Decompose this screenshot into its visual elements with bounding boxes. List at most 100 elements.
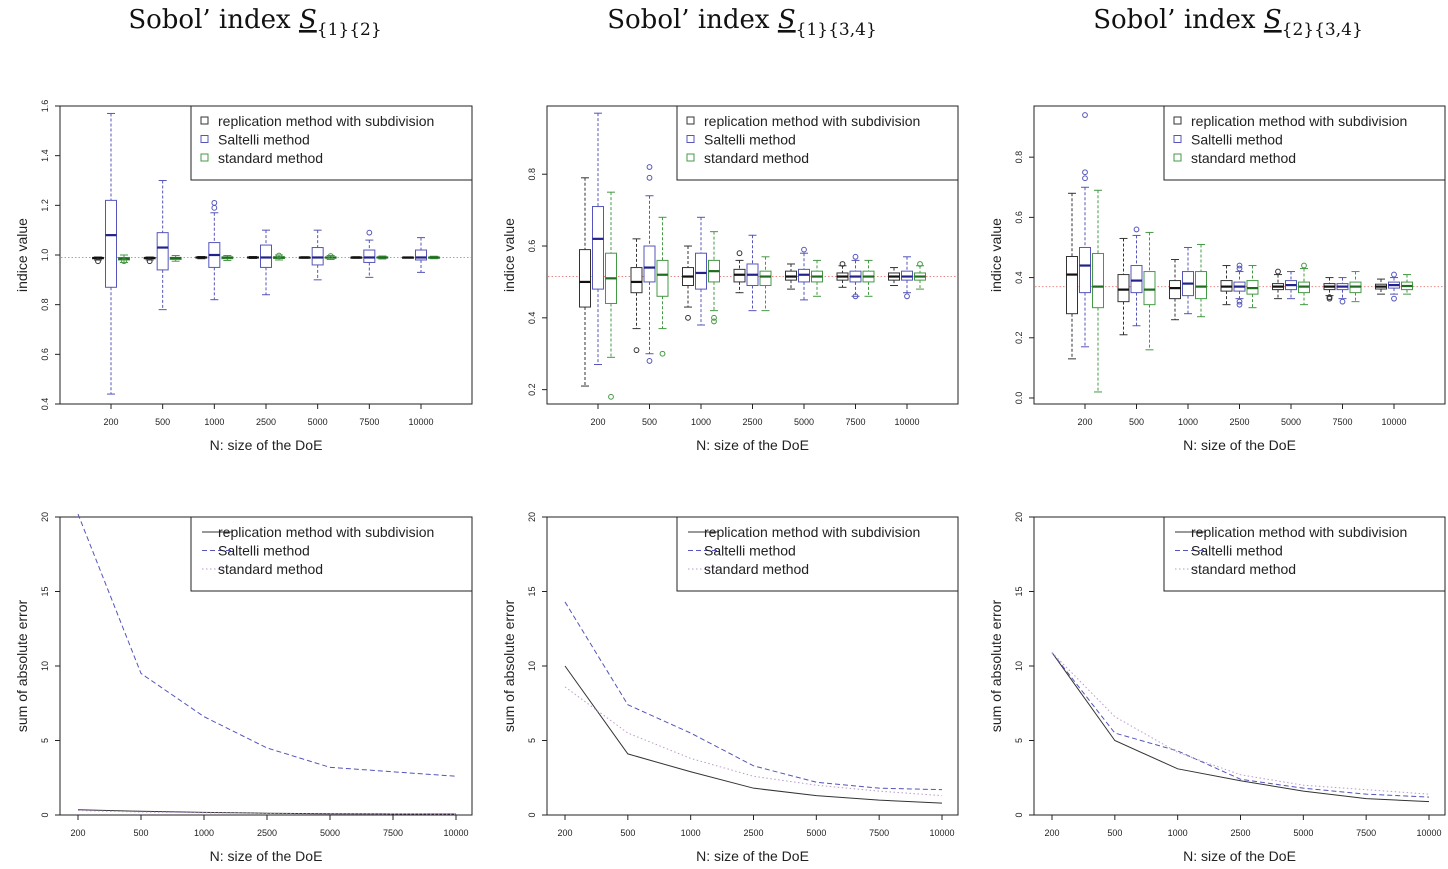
box-iqr: [759, 270, 772, 287]
title-prefix: Sobol’ index: [607, 5, 778, 35]
column-title-3: Sobol’ index S{2}{3,4}: [1093, 5, 1363, 40]
x-tick-label: 500: [155, 417, 170, 427]
legend-swatch: [1173, 135, 1182, 143]
y-axis-label: sum of absolute error: [988, 600, 1004, 733]
box-saltelli-1000: [208, 199, 221, 301]
legend-swatch: [686, 116, 695, 125]
outlier-point: [1391, 271, 1397, 278]
box-saltelli-10000: [1388, 271, 1400, 302]
box-saltelli-1000: [1182, 246, 1194, 315]
outlier-point: [1236, 265, 1243, 272]
y-tick-label: 0.8: [40, 298, 50, 311]
box-iqr: [105, 199, 117, 288]
box-iqr: [363, 249, 376, 263]
box-replication-500: [143, 256, 156, 265]
outlier-point: [1391, 295, 1397, 302]
y-tick-label: 0: [40, 812, 50, 817]
legend: replication method with subdivision Salte…: [1163, 516, 1446, 592]
legend-label: Saltelli method: [704, 132, 796, 148]
box-saltelli-7500: [1336, 277, 1349, 305]
y-tick-label: 10: [1014, 661, 1024, 671]
y-tick-label: 20: [40, 512, 50, 522]
line-series-saltelli: [564, 601, 943, 791]
box-replication-1000: [195, 255, 208, 260]
x-tick-label: 500: [133, 828, 148, 838]
x-tick-label: 2500: [256, 417, 276, 427]
x-axis-label: N: size of the DoE: [696, 437, 809, 453]
x-tick-label: 5000: [1281, 417, 1301, 427]
box-standard-5000: [324, 253, 337, 260]
outlier-point: [211, 204, 218, 211]
box-saltelli-5000: [798, 246, 810, 301]
box-standard-200: [1092, 189, 1104, 393]
column-titles: Sobol’ index S{1}{2} Sobol’ index S{1}{3,…: [128, 5, 1362, 40]
legend: replication method with subdivision Salte…: [1163, 105, 1446, 181]
y-tick-label: 15: [1014, 586, 1024, 596]
x-axis-label: N: size of the DoE: [1183, 437, 1296, 453]
box-iqr: [1169, 280, 1181, 300]
y-tick-label: 1.6: [40, 100, 50, 113]
box-saltelli-2500: [260, 229, 272, 296]
outlier-point: [1082, 112, 1088, 118]
box-replication-200: [92, 256, 104, 265]
legend: replication method with subdivision Salte…: [190, 105, 473, 181]
x-tick-label: 7500: [1356, 828, 1376, 838]
box-iqr: [260, 244, 272, 268]
outlier-point: [1236, 298, 1243, 305]
legend-label: Saltelli method: [218, 132, 310, 148]
box-series-standard: [1092, 189, 1413, 393]
legend-swatch: [200, 116, 209, 125]
box-standard-7500: [376, 255, 389, 260]
box-replication-10000: [1375, 278, 1387, 295]
x-tick-label: 7500: [869, 828, 889, 838]
x-tick-label: 5000: [794, 417, 814, 427]
legend: replication method with subdivision Salte…: [676, 105, 959, 181]
legend-label: standard method: [1191, 150, 1296, 166]
line-series-replication: [1051, 652, 1430, 803]
box-standard-2500: [273, 252, 285, 261]
outlier-point: [736, 250, 743, 257]
outlier-point: [1301, 262, 1307, 269]
title-prefix: Sobol’ index: [1093, 5, 1264, 35]
legend-swatch: [686, 153, 695, 162]
box-standard-10000: [428, 255, 440, 260]
outlier-point: [646, 358, 653, 364]
legend-swatch: [686, 135, 695, 143]
outlier-point: [1236, 262, 1243, 269]
x-tick-label: 10000: [443, 828, 468, 838]
x-tick-label: 2500: [742, 417, 762, 427]
y-tick-label: 0.8: [527, 168, 537, 181]
box-iqr: [415, 249, 427, 261]
x-tick-label: 5000: [806, 828, 826, 838]
outlier-point: [685, 314, 691, 321]
y-axis-label: indice value: [988, 218, 1004, 292]
y-tick-label: 0.4: [40, 398, 50, 411]
legend-swatch: [200, 153, 209, 162]
legend-label: Saltelli method: [704, 543, 796, 559]
y-tick-label: 15: [527, 586, 537, 596]
box-iqr: [311, 247, 324, 266]
legend-box: [190, 516, 473, 592]
legend-label: Saltelli method: [1191, 543, 1283, 559]
x-tick-label: 7500: [845, 417, 865, 427]
box-standard-5000: [1298, 262, 1310, 306]
legend-label: replication method with subdivision: [218, 524, 434, 540]
legend-swatch: [1173, 153, 1182, 162]
box-standard-1000: [1195, 243, 1207, 318]
legend: replication method with subdivision Salte…: [676, 516, 959, 592]
y-tick-label: 0.6: [1014, 211, 1024, 224]
y-tick-label: 20: [1014, 512, 1024, 522]
outlier-point: [1082, 169, 1088, 176]
y-tick-label: 0: [1014, 812, 1024, 817]
box-replication-500: [630, 238, 643, 354]
box-standard-500: [169, 254, 182, 262]
column-title-2: Sobol’ index S{1}{3,4}: [607, 5, 877, 40]
y-tick-label: 5: [527, 738, 537, 743]
box-iqr: [1079, 246, 1091, 294]
box-saltelli-500: [643, 164, 656, 364]
x-tick-label: 7500: [359, 417, 379, 427]
outlier-point: [839, 261, 846, 267]
y-axis-label: indice value: [14, 218, 30, 292]
x-tick-label: 200: [1077, 417, 1092, 427]
y-tick-label: 0.4: [1014, 271, 1024, 284]
